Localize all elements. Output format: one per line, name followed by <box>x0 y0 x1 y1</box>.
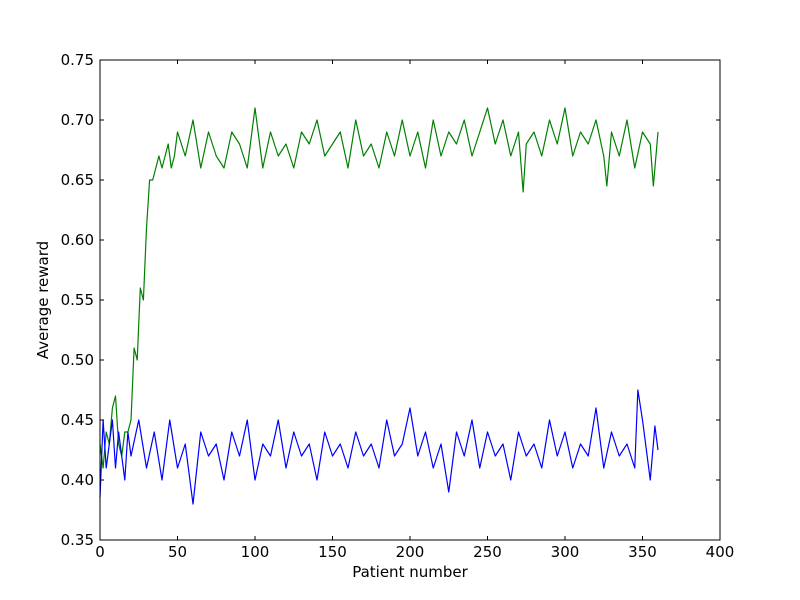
y-tick-label: 0.35 <box>61 531 94 549</box>
x-tick-label: 250 <box>473 543 502 561</box>
y-tick-label: 0.40 <box>61 471 94 489</box>
x-tick-label: 400 <box>706 543 735 561</box>
y-axis-ticks: 0.35 0.40 0.45 0.50 0.55 0.60 0.65 0.70 0.75 <box>61 51 720 549</box>
x-tick-label: 300 <box>551 543 580 561</box>
y-tick-label: 0.65 <box>61 171 94 189</box>
x-tick-label: 150 <box>318 543 347 561</box>
y-tick-label: 0.75 <box>61 51 94 69</box>
x-tick-label: 50 <box>168 543 187 561</box>
series-line-2 <box>99 389 659 505</box>
y-axis-label: Average reward <box>34 241 52 359</box>
x-tick-label: 0 <box>95 543 105 561</box>
x-axis-label: Patient number <box>352 563 468 581</box>
y-tick-label: 0.70 <box>61 111 94 129</box>
y-tick-label: 0.55 <box>61 291 94 309</box>
y-tick-label: 0.60 <box>61 231 94 249</box>
x-tick-label: 200 <box>396 543 425 561</box>
y-tick-label: 0.50 <box>61 351 94 369</box>
series-line-1 <box>99 107 659 469</box>
x-tick-label: 100 <box>241 543 270 561</box>
x-tick-label: 350 <box>628 543 657 561</box>
plot-area <box>100 60 720 540</box>
series-layer <box>99 107 659 505</box>
y-tick-label: 0.45 <box>61 411 94 429</box>
x-axis-ticks: 0 50 100 150 200 250 300 350 400 <box>95 60 734 561</box>
